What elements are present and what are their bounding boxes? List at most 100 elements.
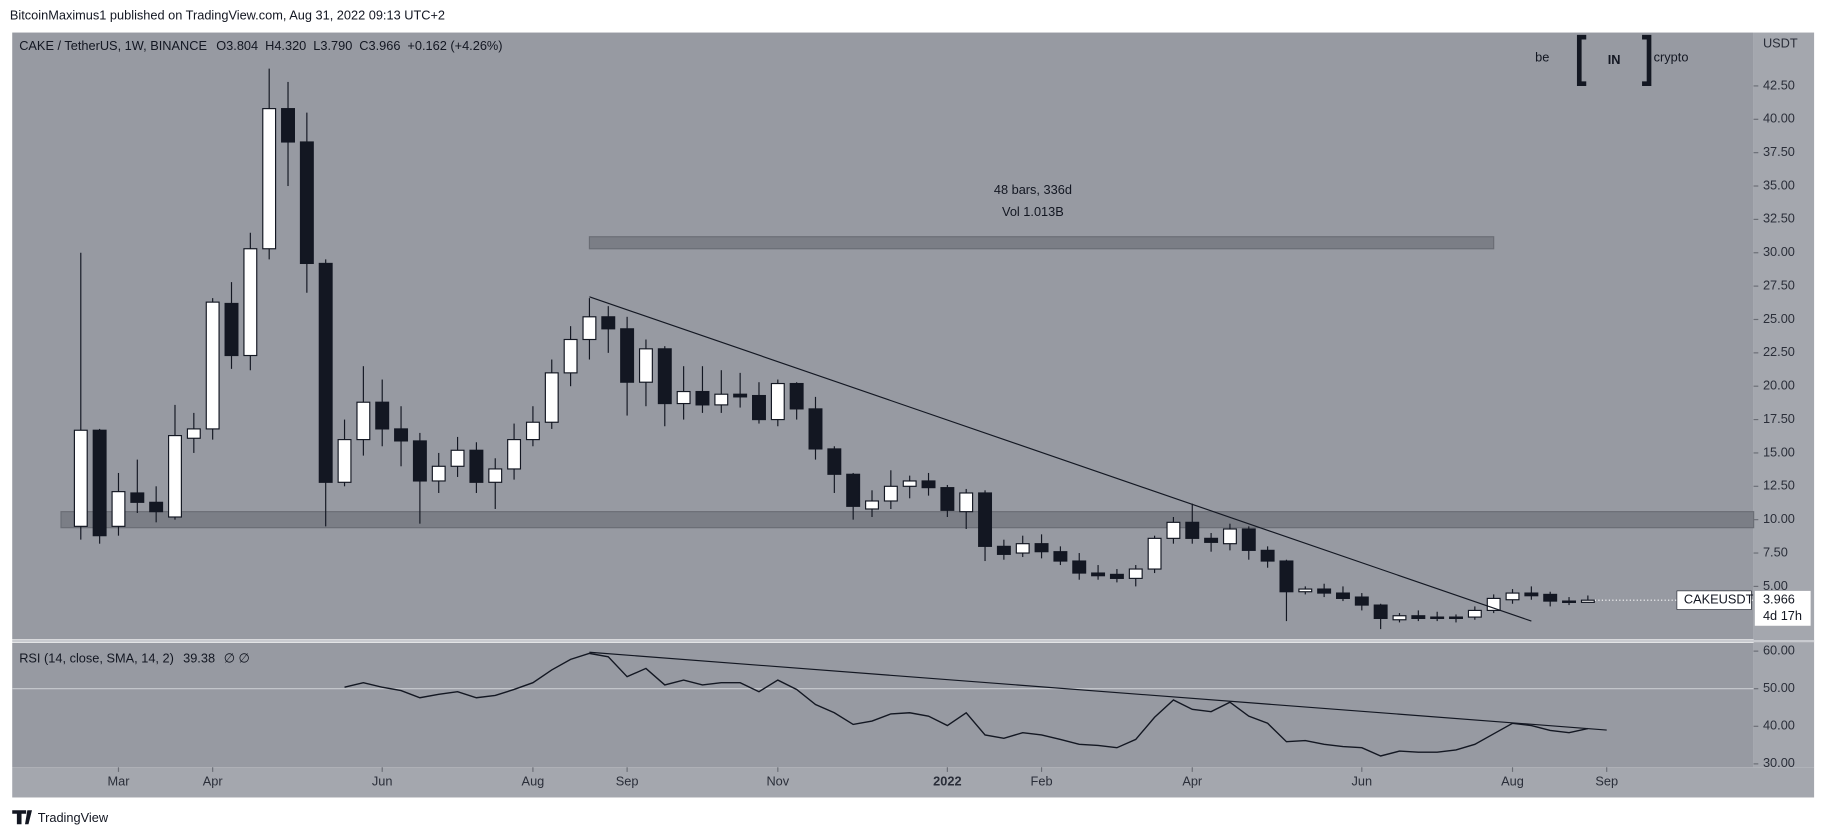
candle-body	[224, 302, 239, 357]
candle-body	[902, 480, 917, 487]
measure-label: Vol 1.013B	[1002, 204, 1064, 219]
candle-body	[1411, 615, 1426, 620]
candle-body	[770, 382, 785, 421]
x-tick-label: Sep	[1595, 774, 1618, 789]
candle-body	[111, 491, 126, 527]
candle-body	[92, 429, 107, 537]
measure-label: 48 bars, 336d	[994, 182, 1072, 197]
candle-body	[507, 439, 522, 470]
last-price-axis-tag	[1754, 590, 1811, 626]
candle-body	[865, 500, 879, 510]
y-tick-label: 10.00	[1763, 511, 1795, 526]
tv-icon	[12, 810, 32, 825]
rsi-name: RSI (14, close, SMA, 14, 2)	[19, 651, 174, 666]
symbol: CAKE / TetherUS, 1W, BINANCE	[19, 38, 207, 53]
candle-body	[318, 262, 333, 483]
candle-body	[1222, 528, 1237, 545]
y-tick-label: 15.00	[1763, 444, 1795, 459]
logo: be IN crypto	[1535, 34, 1689, 87]
x-tick-label: Jun	[1352, 774, 1373, 789]
y-tick-label: 50.00	[1763, 680, 1795, 695]
x-tick-label: Mar	[107, 774, 130, 789]
legend-item: +0.162 (+4.26%)	[407, 38, 502, 53]
rsi-line	[344, 652, 1589, 757]
candle-body	[1279, 560, 1294, 593]
logo-be: be	[1535, 49, 1549, 64]
candle-body	[1543, 593, 1558, 602]
x-tick-label: Aug	[522, 774, 545, 789]
y-tick-label: 5.00	[1763, 578, 1788, 593]
candle-body	[1317, 588, 1332, 594]
candle-body	[827, 448, 842, 475]
candle-body	[1147, 537, 1162, 570]
candle-body	[1449, 616, 1463, 620]
x-tick-label: Nov	[766, 774, 789, 789]
candle-body	[808, 408, 823, 450]
candle-body	[601, 316, 616, 330]
last-price-value: 3.966	[1763, 592, 1795, 607]
candle-body	[940, 487, 955, 511]
candle-body	[299, 141, 314, 265]
y-tick-label: 30.00	[1763, 755, 1795, 770]
candle-body	[1580, 599, 1595, 603]
candle-body	[1241, 528, 1256, 551]
x-tick-label: Apr	[203, 774, 224, 789]
candle-body	[733, 393, 748, 398]
candle-body	[1335, 592, 1350, 599]
candle-body	[281, 108, 295, 143]
zone	[60, 511, 1755, 529]
y-tick-label: 40.00	[1763, 718, 1795, 733]
candle-body	[638, 348, 653, 383]
countdown: 4d 17h	[1763, 608, 1802, 623]
legend-item: H4.320	[265, 38, 306, 53]
logo-crypto: crypto	[1654, 49, 1689, 64]
candle-body	[1128, 568, 1143, 579]
candle-body	[1204, 537, 1219, 543]
candle-body	[1166, 521, 1181, 539]
candle-body	[1185, 521, 1200, 539]
candle-body	[149, 501, 164, 513]
footer-logo	[12, 810, 32, 825]
candle-body	[205, 301, 220, 430]
footer: TradingView	[38, 810, 109, 825]
candle-body	[1562, 600, 1577, 603]
price-pane	[12, 32, 1754, 640]
y-tick-label: 17.50	[1763, 411, 1795, 426]
candle-body	[1392, 615, 1407, 621]
time-axis	[12, 767, 1815, 798]
candle-body	[752, 394, 766, 421]
publisher: BitcoinMaximus1 published on TradingView…	[10, 8, 445, 23]
rsi-trendline	[589, 651, 1607, 731]
last-price-name: CAKEUSDT	[1684, 592, 1754, 607]
y-tick-label: 35.00	[1763, 177, 1795, 192]
candle-body	[620, 328, 635, 383]
x-tick-label: Sep	[616, 774, 639, 789]
logo-in: IN	[1608, 52, 1621, 67]
candle-body	[959, 492, 974, 513]
y-tick-label: 27.50	[1763, 277, 1795, 292]
x-tick-label: Aug	[1501, 774, 1524, 789]
candle-body	[883, 485, 898, 502]
last-price-tag	[1676, 590, 1752, 610]
candle-body	[488, 468, 503, 483]
candle-body	[921, 480, 936, 489]
y-tick-label: 40.00	[1763, 111, 1795, 126]
candle-body	[412, 440, 427, 482]
candle-body	[337, 439, 352, 483]
candle-body	[1354, 596, 1369, 606]
candle-body	[1109, 573, 1124, 579]
candle-body	[356, 401, 371, 441]
candle-body	[130, 492, 145, 503]
y-tick-label: 7.50	[1763, 544, 1788, 559]
x-tick-label: Feb	[1031, 774, 1053, 789]
candle-body	[1524, 592, 1539, 597]
candle-body	[978, 492, 993, 547]
candle-body	[394, 428, 409, 442]
y-tick-label: 30.00	[1763, 244, 1795, 259]
candle-body	[1053, 551, 1068, 562]
trendline	[589, 296, 1532, 622]
candle-body	[1467, 609, 1482, 618]
candle-body	[1430, 616, 1445, 620]
